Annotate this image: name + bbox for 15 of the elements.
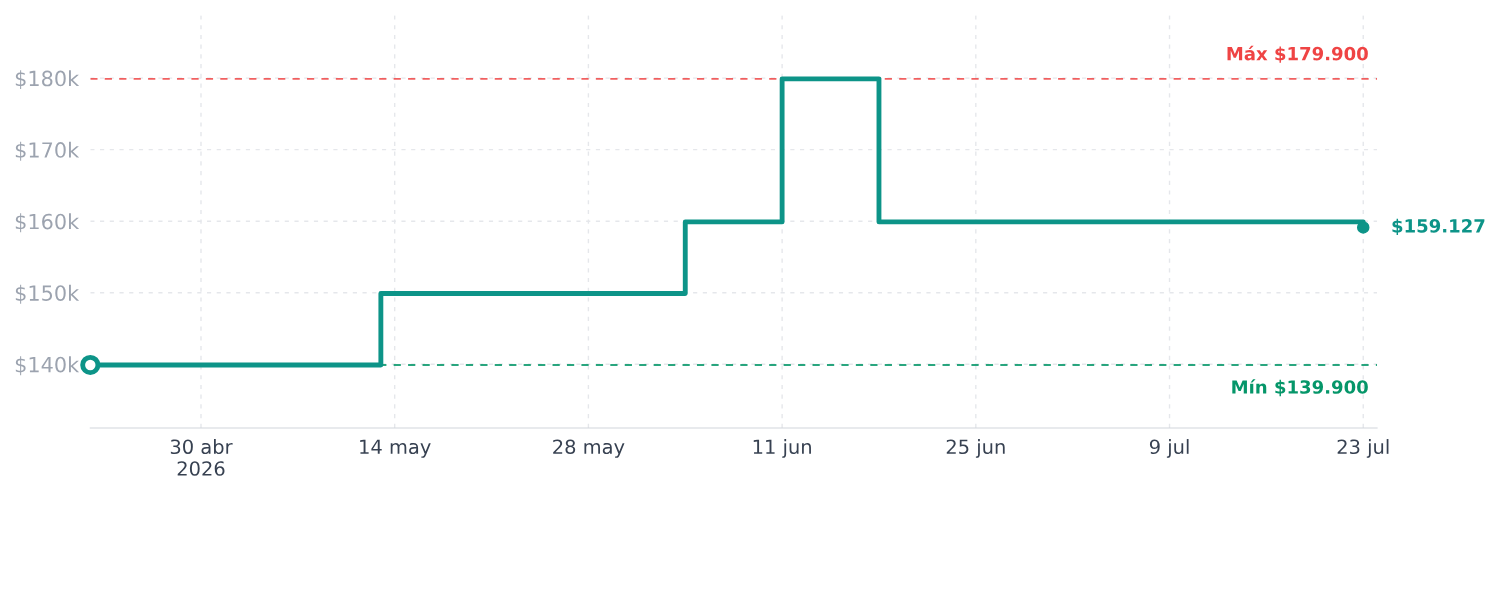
ref-line-label: Mín $139.900 [1232, 379, 1368, 397]
y-tick-label: $180k [15, 70, 80, 90]
x-tick-label: 30 abr 2026 [170, 439, 233, 476]
annotation: $159.127 [1392, 218, 1485, 236]
x-tick-label: 28 may [553, 439, 625, 458]
x-tick-label: 23 jul [1337, 439, 1389, 458]
y-tick-label: $170k [15, 141, 80, 161]
ref-line-label: Máx $179.900 [1227, 45, 1368, 63]
y-tick-label: $150k [15, 284, 80, 304]
x-tick-label: 25 jun [946, 439, 1005, 458]
x-tick-label: 14 may [360, 439, 431, 458]
y-tick-label: $160k [15, 213, 80, 233]
y-tick-label: $140k [15, 356, 80, 376]
x-tick-label: 9 jul [1149, 439, 1189, 458]
x-tick-label: 11 jun [753, 439, 811, 458]
